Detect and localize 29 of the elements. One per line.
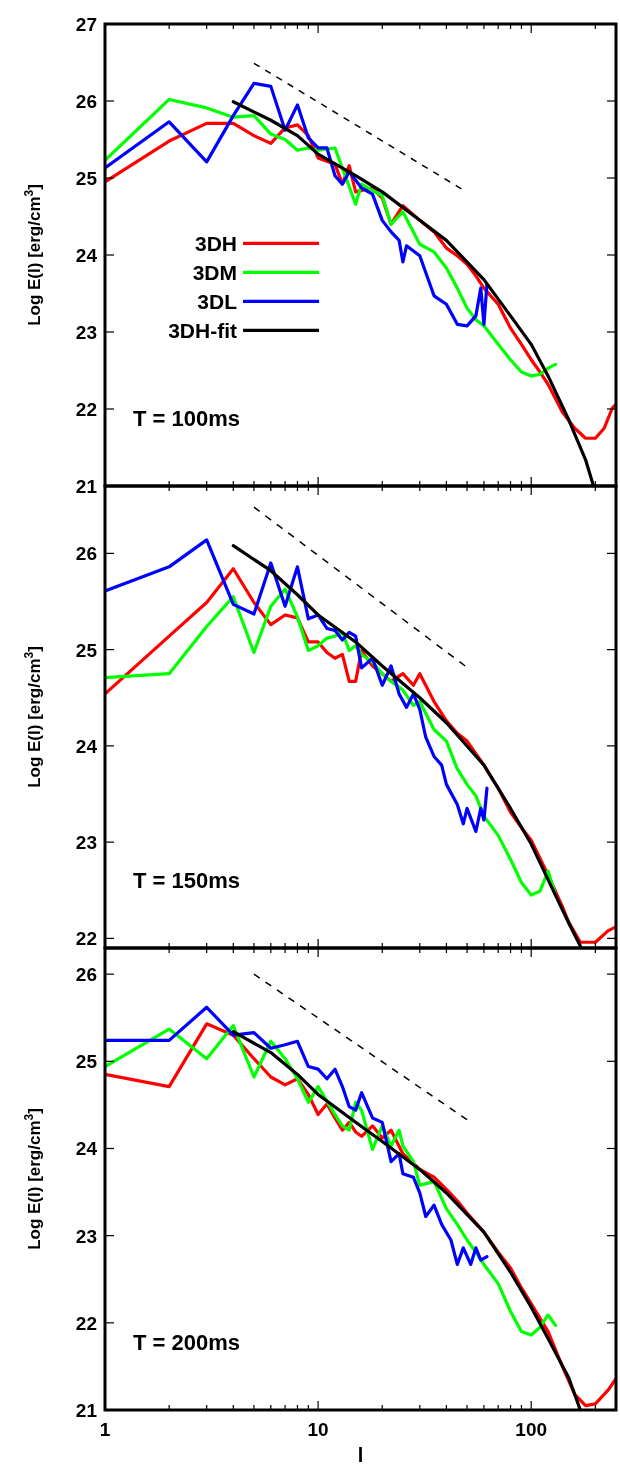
y-tick-label: 24	[75, 245, 98, 266]
legend-label: 3DL	[197, 290, 238, 314]
legend-label: 3DH	[194, 232, 237, 256]
annotation: T = 200ms	[133, 1330, 241, 1355]
annotation: T = 150ms	[133, 868, 241, 893]
y-tick-label: 25	[75, 168, 98, 189]
y-tick-label: 23	[75, 832, 97, 854]
y-tick-label: 26	[75, 964, 97, 986]
legend-label: 3DH-fit	[168, 319, 237, 343]
x-tick-label: 100	[515, 1419, 548, 1440]
y-tick-label: 23	[75, 322, 97, 343]
x-tick-label: 10	[307, 1419, 329, 1440]
x-tick-label: 1	[99, 1419, 111, 1440]
y-tick-label: 22	[75, 399, 97, 420]
y-tick-label: 24	[75, 735, 98, 757]
y-tick-label: 23	[75, 1225, 97, 1247]
y-tick-label: 22	[75, 1312, 97, 1334]
legend-label: 3DM	[192, 261, 237, 285]
y-tick-label: 22	[75, 928, 97, 950]
annotation: T = 100ms	[133, 406, 241, 431]
y-tick-label: 26	[75, 543, 97, 565]
x-axis-title: l	[357, 1444, 364, 1466]
y-tick-label: 26	[75, 91, 97, 112]
y-tick-label: 27	[75, 14, 97, 35]
y-tick-label: 21	[75, 1400, 98, 1421]
y-tick-label: 25	[75, 639, 98, 661]
y-tick-label: 25	[75, 1051, 98, 1073]
y-tick-label: 24	[75, 1138, 98, 1160]
y-tick-label: 21	[75, 476, 98, 497]
